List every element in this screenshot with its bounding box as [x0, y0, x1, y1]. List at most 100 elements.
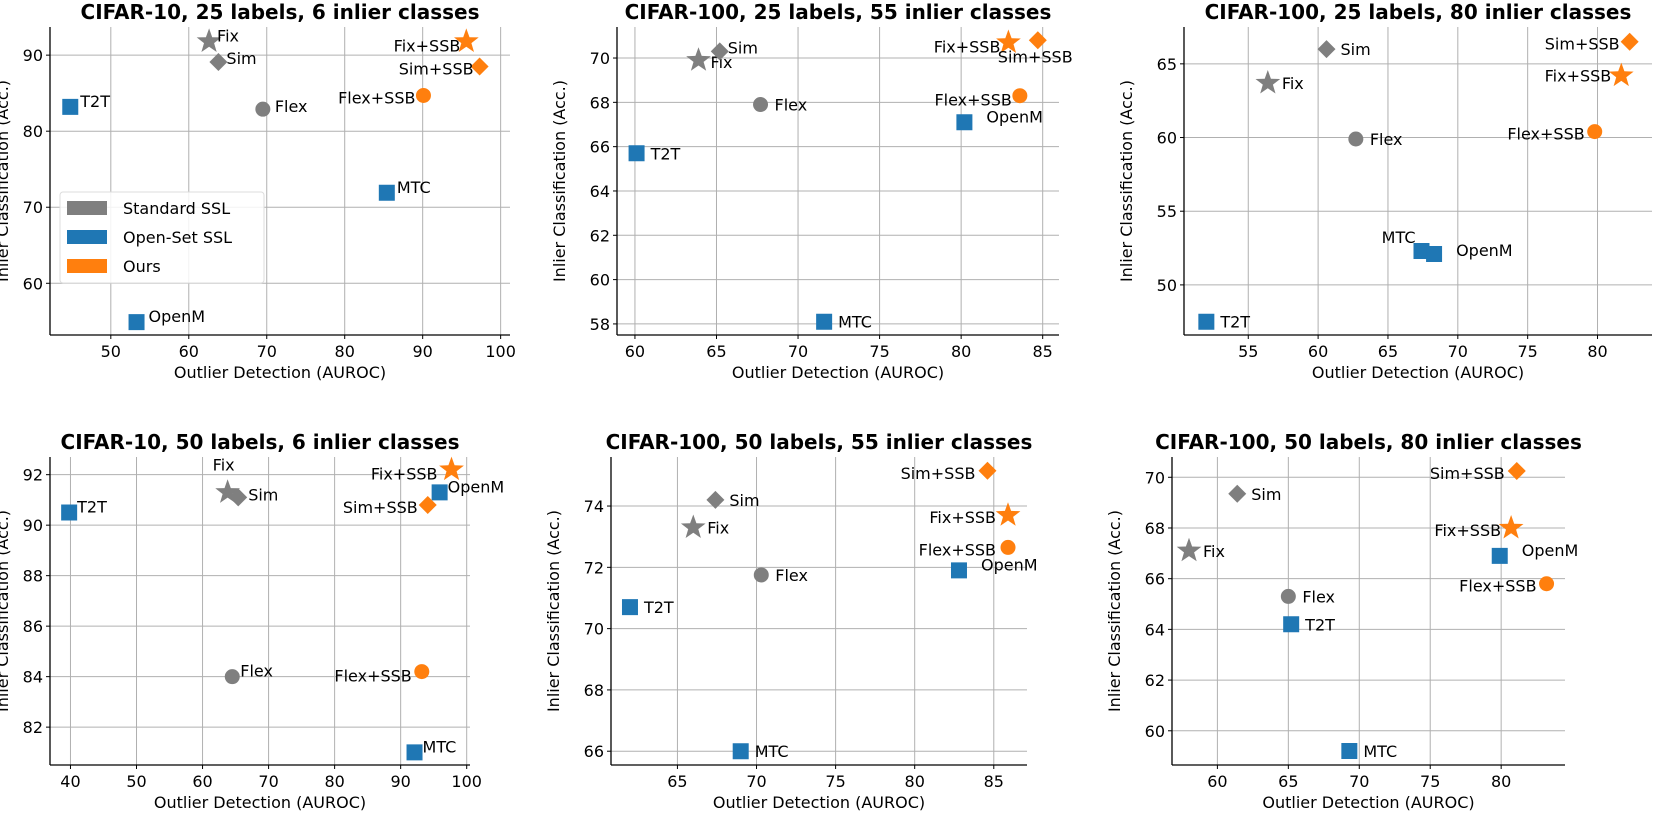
point-label: Flex	[1302, 587, 1335, 606]
x-tick-label: 70	[1349, 772, 1369, 791]
x-tick-label: 90	[412, 342, 432, 361]
y-axis-label: Inlier Classification (Acc.)	[550, 80, 569, 282]
point-label: Fix+SSB	[1545, 67, 1612, 86]
point-label: MTC	[755, 742, 789, 761]
y-tick-label: 90	[23, 46, 43, 65]
y-tick-label: 88	[23, 567, 43, 586]
point-flex	[753, 97, 769, 113]
point-label: OpenM	[149, 307, 206, 326]
point-flex	[224, 669, 240, 685]
point-label: MTC	[423, 737, 457, 756]
x-tick-label: 50	[101, 342, 121, 361]
y-tick-label: 60	[23, 274, 43, 293]
y-axis-label: Inlier Classification (Acc.)	[0, 510, 12, 712]
x-tick-label: 80	[335, 342, 355, 361]
point-label: T2T	[1219, 313, 1250, 332]
y-tick-label: 70	[1145, 468, 1165, 487]
point-label: Fix+SSB	[394, 36, 461, 55]
y-tick-label: 72	[584, 558, 604, 577]
point-flex-ssb	[415, 87, 431, 103]
x-tick-label: 85	[1033, 342, 1053, 361]
point-label: Sim	[226, 49, 256, 68]
y-tick-label: 70	[584, 620, 604, 639]
chart-title: CIFAR-100, 50 labels, 80 inlier classes	[1155, 430, 1582, 454]
y-axis-label: Inlier Classification (Acc.)	[1117, 80, 1136, 282]
point-label: MTC	[1382, 228, 1416, 247]
x-tick-label: 70	[788, 342, 808, 361]
y-tick-label: 64	[1145, 620, 1165, 639]
point-flex	[1280, 588, 1296, 604]
x-axis-label: Outlier Detection (AUROC)	[174, 363, 386, 382]
point-sim	[209, 52, 228, 71]
point-flex-ssb	[1587, 124, 1603, 140]
x-tick-label: 100	[485, 342, 516, 361]
point-flex-ssb	[1012, 88, 1028, 104]
point-label: MTC	[838, 313, 872, 332]
point-sim	[706, 490, 725, 509]
point-label: Fix	[1282, 74, 1304, 93]
y-tick-label: 55	[1157, 202, 1177, 221]
point-flex	[753, 567, 769, 583]
panel-5: 65 70 75 80 85 66 68 70 72 74 CIFAR-100, 50 labels…	[544, 430, 1038, 812]
point-mtc	[732, 743, 749, 760]
legend-swatch	[67, 259, 107, 273]
point-t2t	[1283, 616, 1300, 633]
x-tick-label: 50	[126, 772, 146, 791]
legend-swatch	[67, 230, 107, 244]
point-fix-ssb	[454, 28, 479, 52]
point-label: Fix+SSB	[934, 38, 1001, 57]
point-sim	[229, 488, 248, 507]
point-fix-ssb	[996, 29, 1021, 53]
point-label: Sim+SSB	[998, 47, 1073, 66]
point-openm	[956, 114, 973, 131]
point-flex	[255, 101, 271, 117]
legend: Standard SSL Open-Set SSL Ours	[59, 191, 265, 284]
panel-2: 60 65 70 75 80 85 58 60 62 64 66 68 70 CIFAR-100, 25 …	[550, 0, 1073, 382]
x-tick-label: 65	[706, 342, 726, 361]
y-tick-label: 58	[590, 315, 610, 334]
point-label: Flex+SSB	[919, 540, 996, 559]
point-sim-ssb	[418, 495, 437, 514]
x-tick-label: 65	[667, 772, 687, 791]
y-tick-label: 60	[1145, 722, 1165, 741]
point-openm	[431, 484, 448, 501]
x-tick-label: 40	[60, 772, 80, 791]
point-t2t	[628, 145, 645, 162]
x-tick-label: 60	[1207, 772, 1227, 791]
point-label: MTC	[397, 178, 431, 197]
legend-frame	[59, 191, 265, 284]
point-label: Fix+SSB	[929, 508, 996, 527]
x-tick-label: 90	[390, 772, 410, 791]
point-fix-ssb	[439, 456, 464, 481]
x-tick-label: 60	[192, 772, 212, 791]
y-axis-label: Inlier Classification (Acc.)	[544, 510, 563, 712]
point-fix	[680, 514, 706, 538]
point-label: Sim	[1251, 485, 1281, 504]
point-fix	[1176, 537, 1202, 562]
x-tick-label: 70	[746, 772, 766, 791]
x-axis-label: Outlier Detection (AUROC)	[1262, 793, 1474, 812]
point-label: T2T	[643, 598, 674, 617]
point-label: Fix	[217, 26, 239, 45]
y-axis-label: Inlier Classification (Acc.)	[1105, 510, 1124, 712]
y-tick-label: 74	[584, 497, 604, 516]
y-tick-label: 82	[23, 718, 43, 737]
point-sim-ssb	[470, 57, 489, 76]
point-label: Flex+SSB	[934, 91, 1011, 110]
panel-3: 55 60 65 70 75 80 50 55 60 65 CIFAR-100, 25 labels…	[1117, 0, 1652, 382]
panel-1: 50 60 70 80 90 100 60 70 80 90 CIFAR-10, 25 labels…	[0, 0, 516, 382]
legend-label: Open-Set SSL	[123, 228, 232, 247]
point-label: Fix+SSB	[371, 465, 438, 484]
point-label: Flex	[775, 566, 808, 585]
point-label: Fix+SSB	[1434, 521, 1501, 540]
point-sim	[710, 42, 729, 61]
point-label: Sim+SSB	[901, 464, 976, 483]
y-tick-label: 70	[590, 49, 610, 68]
point-label: Flex	[1370, 130, 1403, 149]
point-label: T2T	[650, 144, 681, 163]
legend-label: Standard SSL	[123, 199, 230, 218]
point-label: Flex+SSB	[1507, 125, 1584, 144]
point-fix-ssb	[1498, 515, 1524, 539]
y-tick-label: 90	[23, 516, 43, 535]
